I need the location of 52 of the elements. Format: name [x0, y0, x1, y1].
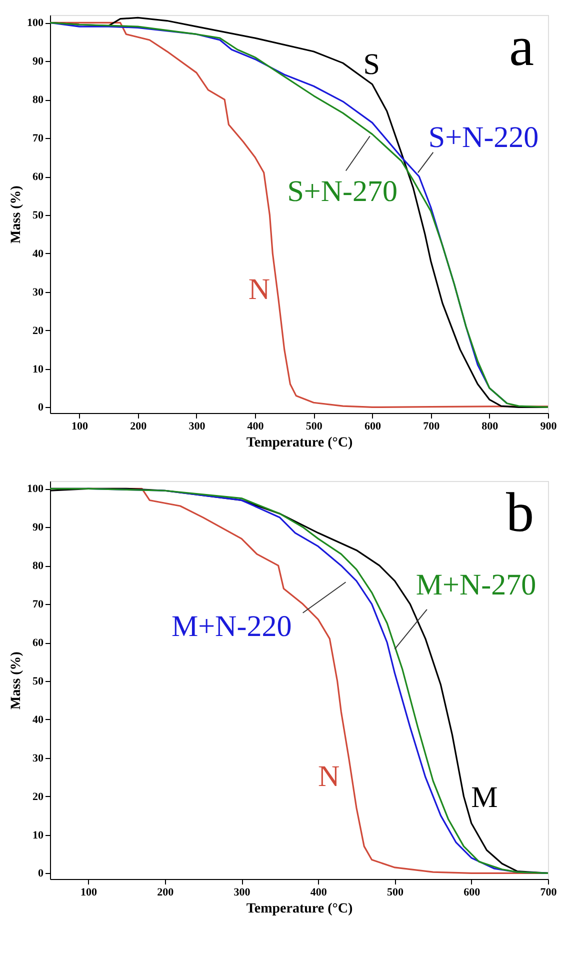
x-tick-label: 900 — [540, 420, 558, 432]
y-tick-label: 50 — [32, 209, 44, 222]
series-label: N — [248, 272, 270, 306]
series-label: M+N-270 — [416, 568, 536, 602]
y-tick-label: 0 — [38, 868, 44, 880]
y-tick-label: 70 — [32, 598, 44, 611]
x-tick-label: 300 — [188, 420, 206, 432]
x-axis-title: Temperature (°C) — [246, 436, 353, 450]
y-tick-label: 100 — [27, 17, 44, 30]
x-tick-label: 200 — [157, 886, 174, 898]
series-label: M — [471, 781, 498, 814]
y-tick-label: 50 — [32, 675, 44, 688]
x-tick-label: 700 — [423, 420, 440, 432]
x-tick-label: 500 — [387, 886, 404, 898]
x-tick-label: 300 — [234, 886, 251, 898]
y-tick-label: 60 — [32, 171, 44, 184]
y-tick-label: 70 — [32, 132, 44, 145]
y-axis-title: Mass (%) — [9, 651, 24, 710]
series-label: S+N-220 — [428, 121, 539, 154]
x-tick-label: 100 — [80, 886, 98, 898]
y-tick-label: 20 — [32, 790, 44, 803]
x-tick-label: 500 — [306, 420, 323, 432]
y-tick-label: 30 — [32, 752, 44, 764]
x-tick-label: 100 — [72, 420, 89, 432]
y-tick-label: 60 — [32, 637, 44, 650]
y-axis-title: Mass (%) — [9, 185, 24, 244]
x-tick-label: 200 — [130, 420, 148, 432]
annotation: a — [509, 16, 534, 78]
y-tick-label: 100 — [27, 483, 44, 496]
y-tick-label: 30 — [32, 286, 44, 298]
y-tick-label: 0 — [38, 402, 44, 414]
x-tick-label: 400 — [310, 886, 328, 898]
y-tick-label: 80 — [32, 560, 44, 572]
y-tick-label: 40 — [32, 248, 44, 260]
y-tick-label: 10 — [32, 363, 44, 376]
y-tick-label: 10 — [32, 829, 44, 842]
series-label: S — [363, 48, 380, 81]
y-tick-label: 20 — [32, 324, 44, 337]
y-tick-label: 40 — [32, 714, 44, 726]
annotation: b — [506, 482, 534, 544]
y-tick-label: 90 — [32, 522, 44, 534]
x-tick-label: 400 — [247, 420, 264, 432]
x-tick-label: 600 — [464, 886, 481, 898]
x-tick-label: 800 — [482, 420, 499, 432]
x-axis-title: Temperature (°C) — [246, 902, 353, 916]
text: M+N-220 — [171, 610, 292, 644]
series-label: N — [318, 760, 340, 794]
y-tick-label: 80 — [32, 94, 44, 106]
series-label: S+N-270 — [287, 174, 398, 208]
x-tick-label: 700 — [540, 886, 558, 898]
x-tick-label: 600 — [364, 420, 382, 432]
y-tick-label: 90 — [32, 56, 44, 68]
